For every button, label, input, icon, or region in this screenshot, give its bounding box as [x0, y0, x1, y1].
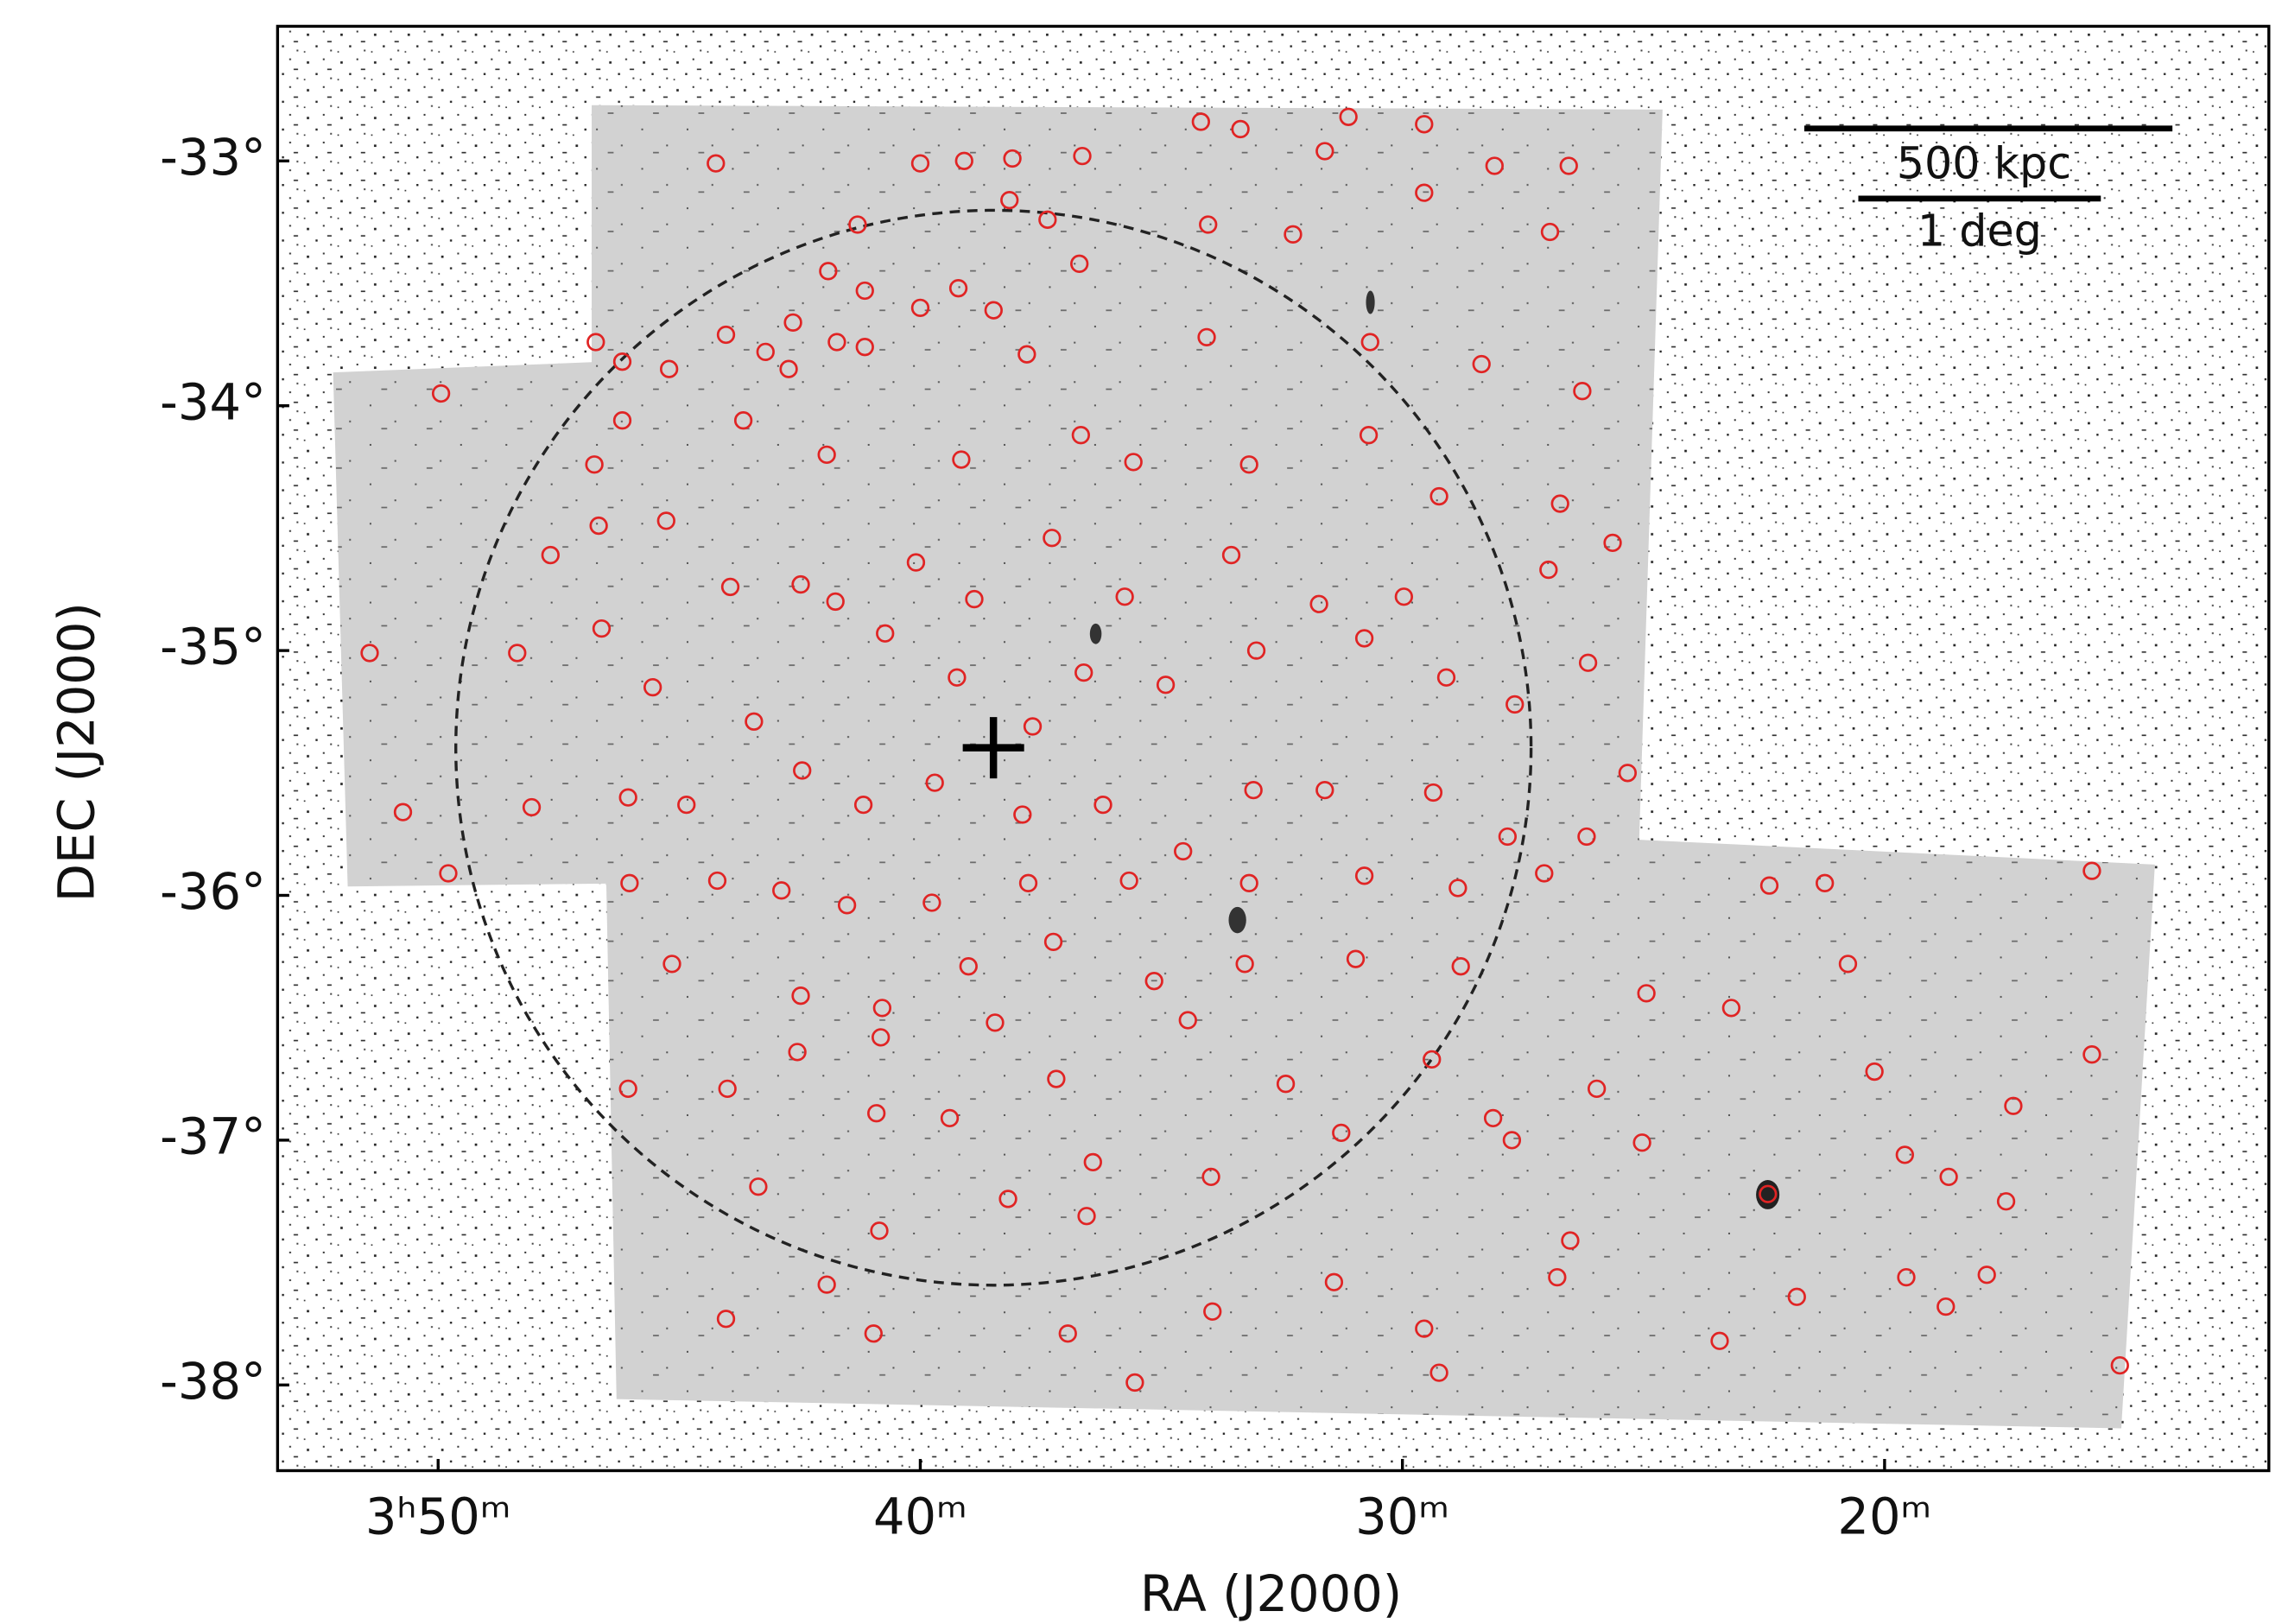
page: {"chart_data": {"type": "scatter", "x_la… — [0, 0, 2282, 1624]
x-tick-label: 3ʰ50ᵐ — [365, 1488, 511, 1546]
chart: 500 kpc 1 deg RA (J2000) DEC (J2000) 3ʰ5… — [0, 0, 2282, 1624]
galaxy — [1228, 907, 1246, 933]
x-tick-label: 20ᵐ — [1837, 1488, 1931, 1546]
scale-label: 500 kpc — [1897, 138, 2071, 189]
scale-label: 1 deg — [1918, 206, 2042, 257]
x-tick-label: 30ᵐ — [1355, 1488, 1449, 1546]
x-tick-label: 40ᵐ — [873, 1488, 967, 1546]
y-tick-label: -38° — [160, 1353, 266, 1411]
x-axis-label: RA (J2000) — [1140, 1565, 1402, 1623]
galaxy — [1090, 624, 1102, 644]
y-tick-label: -35° — [160, 619, 266, 676]
y-tick-label: -36° — [160, 863, 266, 921]
y-tick-label: -33° — [160, 129, 266, 187]
galaxy — [1366, 290, 1374, 314]
y-axis-label: DEC (J2000) — [48, 602, 106, 902]
y-tick-label: -34° — [160, 373, 266, 431]
y-tick-label: -37° — [160, 1108, 266, 1166]
